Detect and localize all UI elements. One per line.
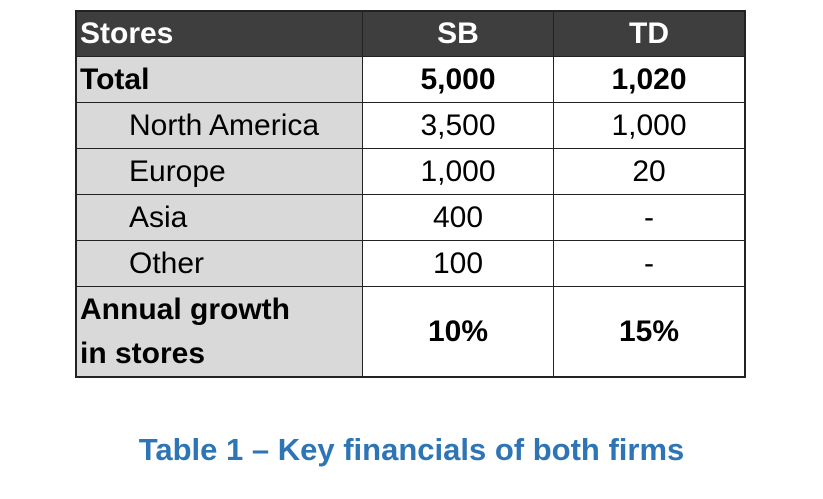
row-label-asia: Asia xyxy=(75,194,363,241)
cell-sb-asia: 400 xyxy=(362,194,554,241)
table-row-north-america: North America 3,500 1,000 xyxy=(75,102,746,149)
table-row-total: Total 5,000 1,020 xyxy=(75,56,746,103)
cell-sb-north-america: 3,500 xyxy=(362,102,554,149)
cell-td-north-america: 1,000 xyxy=(553,102,746,149)
cell-td-europe: 20 xyxy=(553,148,746,195)
cell-sb-annual-growth: 10% xyxy=(362,286,554,378)
cell-sb-total: 5,000 xyxy=(362,56,554,103)
table-header-row: Stores SB TD xyxy=(75,10,746,57)
row-label-annual-growth: Annual growth in stores xyxy=(75,286,363,378)
row-label-other: Other xyxy=(75,240,363,287)
row-label-north-america: North America xyxy=(75,102,363,149)
cell-td-annual-growth: 15% xyxy=(553,286,746,378)
row-label-annual-growth-line2: in stores xyxy=(80,336,206,370)
table-row-annual-growth: Annual growth in stores 10% 15% xyxy=(75,286,746,378)
table-row-asia: Asia 400 - xyxy=(75,194,746,241)
table-row-europe: Europe 1,000 20 xyxy=(75,148,746,195)
row-label-annual-growth-line1: Annual growth xyxy=(80,293,290,326)
cell-sb-europe: 1,000 xyxy=(362,148,554,195)
cell-sb-other: 100 xyxy=(362,240,554,287)
table-caption: Table 1 – Key financials of both firms xyxy=(138,432,685,467)
cell-td-other: - xyxy=(553,240,746,287)
cell-td-total: 1,020 xyxy=(553,56,746,103)
table-row-other: Other 100 - xyxy=(75,240,746,287)
row-label-europe: Europe xyxy=(75,148,363,195)
financials-table-container: Stores SB TD Total 5,000 1,020 North Ame… xyxy=(75,10,746,378)
header-sb: SB xyxy=(362,10,554,57)
row-label-total: Total xyxy=(75,56,363,103)
cell-td-asia: - xyxy=(553,194,746,241)
header-stores: Stores xyxy=(75,10,363,57)
financials-table: Stores SB TD Total 5,000 1,020 North Ame… xyxy=(75,10,746,378)
header-td: TD xyxy=(553,10,746,57)
